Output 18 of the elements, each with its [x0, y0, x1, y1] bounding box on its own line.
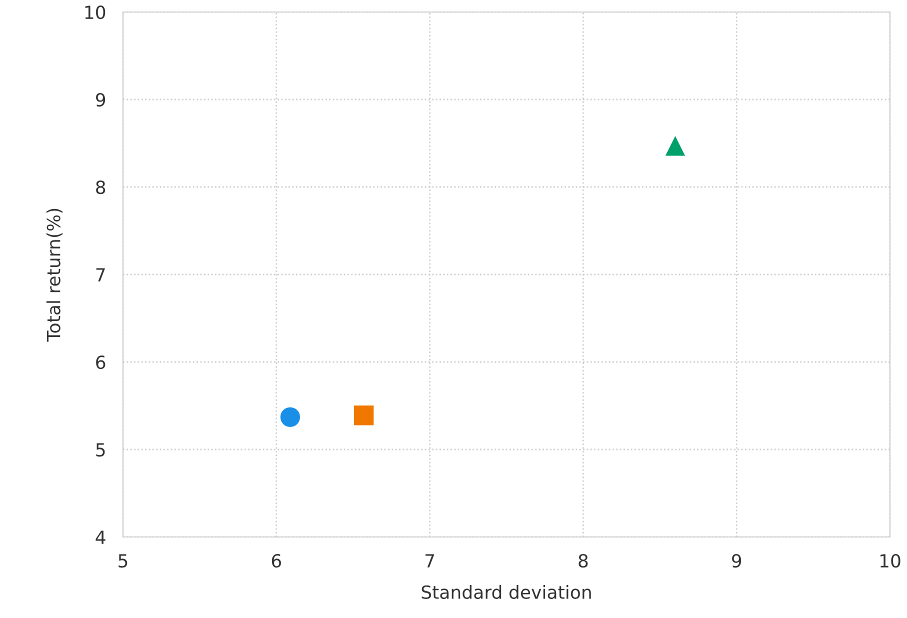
y-tick-label: 4: [96, 530, 106, 544]
x-tick-label: 9: [732, 554, 742, 568]
y-tick-label: 8: [96, 180, 106, 194]
y-tick-label: 6: [96, 355, 106, 370]
y-tick-label: 9: [96, 92, 106, 107]
x-axis-title: Standard deviation: [422, 585, 591, 600]
y-tick-label: 5: [96, 443, 105, 457]
y-tick-label: 7: [96, 268, 105, 282]
y-tick-label: 10: [85, 5, 106, 20]
x-tick-label: 10: [880, 554, 900, 568]
x-tick-label: 6: [272, 554, 282, 568]
x-tick-label: 7: [426, 554, 434, 568]
x-tick-label: 8: [578, 554, 588, 568]
point: [665, 136, 686, 156]
y-axis-title: Total return(%): [46, 208, 63, 342]
x-tick-label: 5: [118, 554, 128, 568]
point: [280, 407, 300, 427]
point: [354, 406, 374, 426]
